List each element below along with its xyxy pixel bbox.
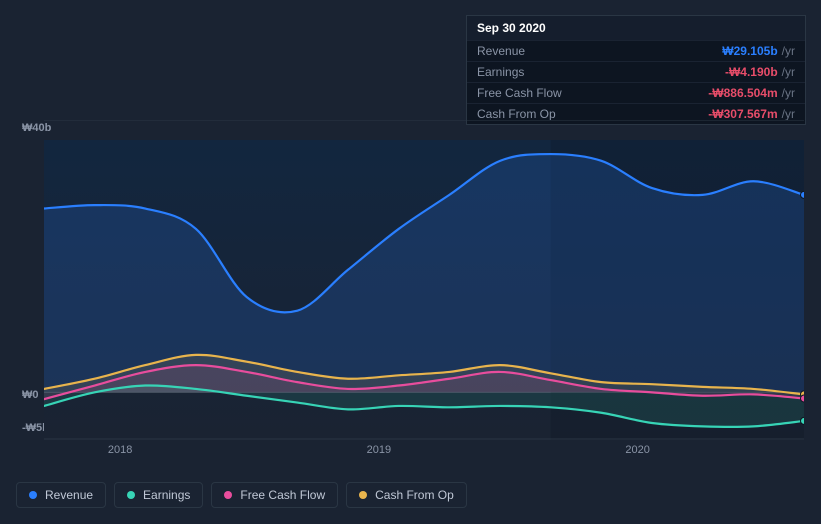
tooltip-row-value: -₩307.567m [708,107,777,121]
tooltip-row-value: ₩29.105b [722,44,777,58]
legend-dot [224,491,232,499]
legend-label: Earnings [143,488,190,502]
tooltip-date: Sep 30 2020 [467,16,805,40]
tooltip-row-label: Cash From Op [477,107,708,121]
tooltip-row: Revenue₩29.105b/yr [467,40,805,61]
legend-label: Cash From Op [375,488,454,502]
x-tick-2018: 2018 [108,444,132,456]
tooltip-row-suffix: /yr [782,44,795,58]
tooltip-row-suffix: /yr [782,65,795,79]
legend-label: Free Cash Flow [240,488,325,502]
tooltip-row: Earnings-₩4.190b/yr [467,61,805,82]
legend-item-revenue[interactable]: Revenue [16,482,106,508]
legend-dot [359,491,367,499]
legend-item-earnings[interactable]: Earnings [114,482,203,508]
tooltip-row-label: Revenue [477,44,722,58]
tooltip-row-suffix: /yr [782,86,795,100]
legend-label: Revenue [45,488,93,502]
legend-dot [127,491,135,499]
legend-dot [29,491,37,499]
tooltip-row: Free Cash Flow-₩886.504m/yr [467,82,805,103]
tooltip-row-value: -₩886.504m [708,86,777,100]
x-tick-2020: 2020 [625,444,649,456]
tooltip-row-label: Free Cash Flow [477,86,708,100]
tooltip-row-suffix: /yr [782,107,795,121]
data-tooltip: Sep 30 2020 Revenue₩29.105b/yrEarnings-₩… [466,15,806,125]
tooltip-row-label: Earnings [477,65,725,79]
financials-chart[interactable] [16,120,805,464]
legend-item-free-cash-flow[interactable]: Free Cash Flow [211,482,338,508]
legend: Revenue Earnings Free Cash Flow Cash From O… [16,482,467,508]
legend-item-cash-from-op[interactable]: Cash From Op [346,482,467,508]
tooltip-row-value: -₩4.190b [725,65,778,79]
x-tick-2019: 2019 [367,444,391,456]
x-axis: 2018 2019 2020 [44,444,805,460]
